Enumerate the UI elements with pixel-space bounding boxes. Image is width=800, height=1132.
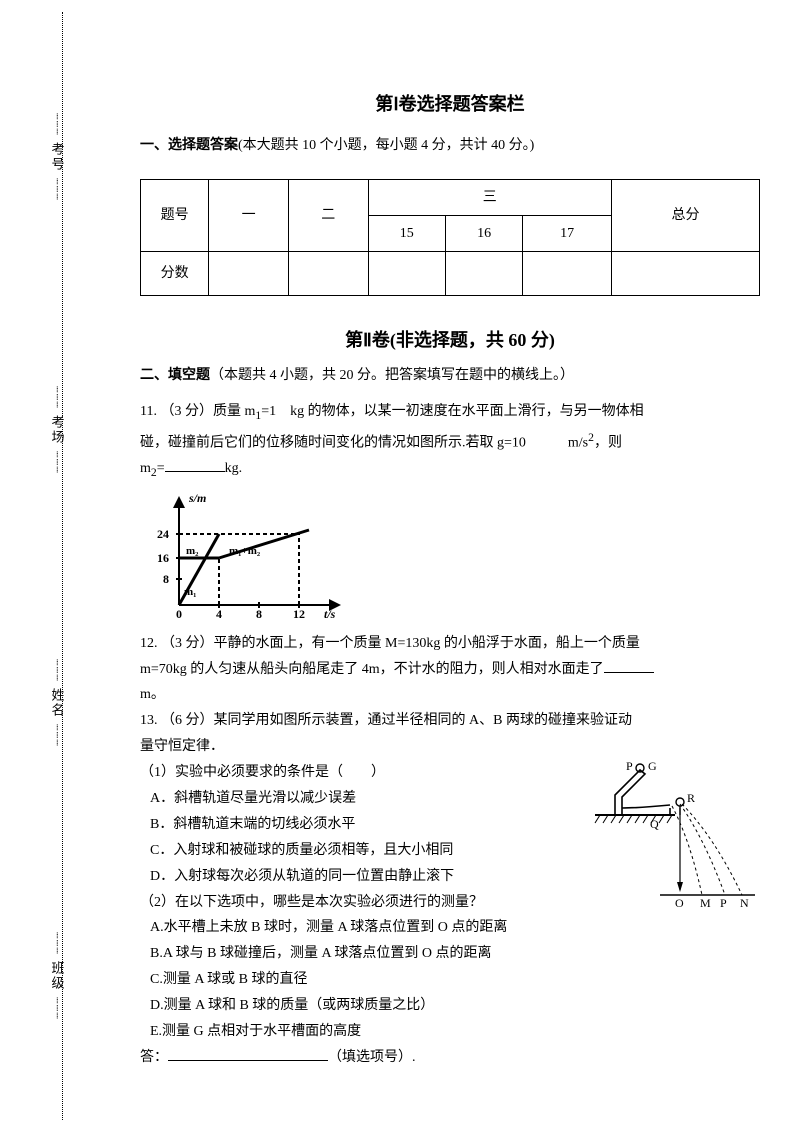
svg-text:12: 12 [293,607,305,621]
q11-c: 碰，碰撞前后它们的位移随时间变化的情况如图所示.若取 g=10 m/s [140,435,588,450]
q13-figure: P G Q R O M P N [590,760,760,910]
q13-ans-b: （填选项号）. [328,1050,416,1065]
section1-heading: 一、选择题答案(本大题共 10 个小题，每小题 4 分，共计 40 分。) [140,133,760,159]
svg-text:R: R [687,791,695,805]
cell-col2: 二 [288,180,368,252]
q12-line1: 12. （3 分）平静的水面上，有一个质量 M=130kg 的小船浮于水面，船上… [140,631,760,657]
cell-sub15: 15 [368,216,445,252]
svg-text:G: G [648,760,657,773]
binding-dots: ┈┈┈ [51,113,64,136]
q12-line2: m=70kg 的人匀速从船头向船尾走了 4m，不计水的阻力，则人相对水面走了 [140,657,760,683]
cell-sub17: 17 [523,216,612,252]
part2-title: 第Ⅱ卷(非选择题，共 60 分) [140,324,760,357]
q11-text: 11. （3 分）质量 m1=1 kg 的物体，以某一初速度在水平面上滑行，与另… [140,399,760,426]
svg-text:N: N [740,896,749,910]
svg-text:Q: Q [650,817,659,831]
q12-line3: m。 [140,682,760,708]
cell-empty [445,252,522,296]
svg-text:P: P [626,760,633,773]
q11-text3: m2=kg. [140,456,760,483]
q11-text2: 碰，碰撞前后它们的位移随时间变化的情况如图所示.若取 g=10 m/s2，则 [140,427,760,457]
cell-score-label: 分数 [141,252,209,296]
q12-a: m=70kg 的人匀速从船头向船尾走了 4m，不计水的阻力，则人相对水面走了 [140,662,604,677]
svg-text:m₂: m₂ [186,545,199,557]
svg-text:8: 8 [163,572,169,586]
binding-dots: ┈┈┈ [51,386,64,409]
svg-text:s/m: s/m [188,491,206,505]
svg-text:24: 24 [157,527,169,541]
binding-dots: ┈┈┈ [51,451,64,474]
part1-title: 第Ⅰ卷选择题答案栏 [140,88,760,121]
q13-opt2-d: D.测量 A 球和 B 球的质量（或两球质量之比） [150,993,760,1019]
table-row: 题号 一 二 三 总分 [141,180,760,216]
cell-col3-header: 三 [368,180,612,216]
section1-bold: 一、选择题答案 [140,138,238,153]
section1-plain: (本大题共 10 个小题，每小题 4 分，共计 40 分。) [238,138,534,153]
q11-f: = [157,461,165,476]
cell-col1: 一 [209,180,289,252]
cell-empty [523,252,612,296]
q13-opt2-e: E.测量 G 点相对于水平槽面的高度 [150,1019,760,1045]
blank-field[interactable] [165,458,225,472]
q13-opt2-a: A.水平槽上未放 B 球时，测量 A 球落点位置到 O 点的距离 [150,915,760,941]
binding-labels: ┈┈┈ 考号 ┈┈┈ ┈┈┈ 考场 ┈┈┈ ┈┈┈ 姓名 ┈┈┈ ┈┈┈ 班级 … [45,20,69,1112]
svg-text:P: P [720,896,727,910]
q11-e: m [140,461,151,476]
binding-dots: ┈┈┈ [51,659,64,682]
svg-text:0: 0 [176,607,182,621]
binding-dots: ┈┈┈ [51,997,64,1020]
q13-opt2-c: C.测量 A 球或 B 球的直径 [150,967,760,993]
q11-a: 11. （3 分）质量 m [140,404,255,419]
cell-empty [209,252,289,296]
svg-text:8: 8 [256,607,262,621]
svg-text:4: 4 [216,607,222,621]
q13-opts2: A.水平槽上未放 B 球时，测量 A 球落点位置到 O 点的距离 B.A 球与 … [150,915,760,1044]
binding-dots: ┈┈┈ [51,932,64,955]
q13-answer: 答： （填选项号）. [140,1045,760,1071]
cell-sub16: 16 [445,216,522,252]
score-table: 题号 一 二 三 总分 15 16 17 分数 [140,179,760,296]
cell-empty [612,252,760,296]
blank-field[interactable] [604,659,654,673]
cell-total: 总分 [612,180,760,252]
binding-dots: ┈┈┈ [51,724,64,747]
binding-label-room: 考场 [48,415,67,445]
q11-chart: 8 16 24 0 4 8 12 s/m t/s m₂ m₁ m₁+m₂ [144,490,354,625]
binding-label-examno: 考号 [48,142,67,172]
svg-text:m₁: m₁ [184,586,196,598]
q13-opt2-b: B.A 球与 B 球碰撞后，测量 A 球落点位置到 O 点的距离 [150,941,760,967]
svg-text:16: 16 [157,551,169,565]
binding-label-class: 班级 [48,961,67,991]
page-content: 第Ⅰ卷选择题答案栏 一、选择题答案(本大题共 10 个小题，每小题 4 分，共计… [140,88,760,1071]
cell-empty [368,252,445,296]
svg-text:M: M [700,896,711,910]
q13-line2: 量守恒定律． [140,734,760,760]
section2-heading: 二、填空题（本题共 4 小题，共 20 分。把答案填写在题中的横线上。） [140,363,760,389]
svg-text:t/s: t/s [324,607,336,621]
binding-dots: ┈┈┈ [51,178,64,201]
section2-bold: 二、填空题 [140,368,210,383]
q13-line1: 13. （6 分）某同学用如图所示装置，通过半径相同的 A、B 两球的碰撞来验证… [140,708,760,734]
q11-d: ，则 [594,435,622,450]
blank-field[interactable] [168,1047,328,1061]
binding-label-name: 姓名 [48,688,67,718]
q11-b: =1 kg 的物体，以某一初速度在水平面上滑行，与另一物体相 [261,404,643,419]
q13-ans-a: 答： [140,1050,168,1065]
cell-label: 题号 [141,180,209,252]
table-row: 分数 [141,252,760,296]
svg-text:O: O [675,896,684,910]
q13-body: P G Q R O M P N （1）实验中必须要求的条件是（ ） A．斜槽轨道… [140,760,760,1071]
svg-text:m₁+m₂: m₁+m₂ [229,545,261,557]
section2-plain: （本题共 4 小题，共 20 分。把答案填写在题中的横线上。） [210,368,574,383]
cell-empty [288,252,368,296]
q11-g: kg. [225,461,243,476]
